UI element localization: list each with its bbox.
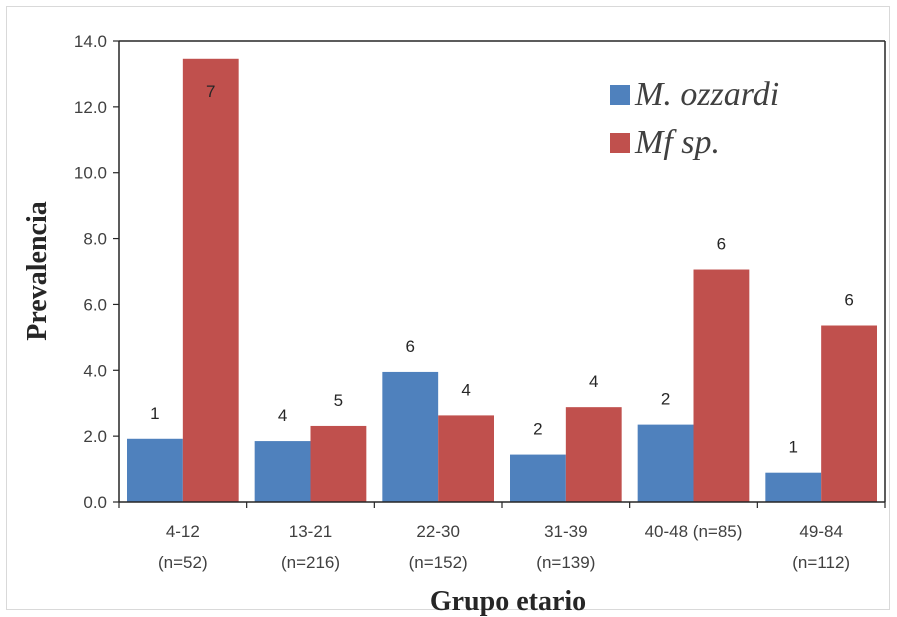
data-label-series1-6: 1 — [789, 438, 798, 457]
data-label-series2-2: 5 — [334, 391, 343, 410]
y-tick-label: 8.0 — [83, 230, 107, 249]
bars-group — [127, 58, 877, 502]
data-label-series2-1: 7 — [206, 82, 215, 101]
x-tick-label-3: 22-30 — [416, 522, 459, 541]
x-tick-label-6: 49-84 — [799, 522, 842, 541]
bar-series2-3 — [438, 415, 494, 502]
data-label-series2-4: 4 — [589, 372, 598, 391]
data-label-series2-3: 4 — [461, 380, 470, 399]
x-tick-label-2: 13-21 — [289, 522, 332, 541]
x-tick-label-6: (n=112) — [792, 553, 850, 572]
x-tick-label-2: (n=216) — [281, 553, 340, 572]
bar-series1-4 — [510, 454, 566, 502]
y-tick-label: 12.0 — [74, 98, 107, 117]
bar-series1-3 — [382, 371, 439, 502]
data-label-series1-4: 2 — [533, 420, 542, 439]
data-label-series1-3: 6 — [406, 337, 415, 356]
bar-series2-4 — [565, 407, 622, 502]
x-tick-label-4: 31-39 — [544, 522, 587, 541]
y-axis-title: Prevalencia — [22, 201, 53, 340]
bar-series2-2 — [310, 425, 367, 502]
data-label-series2-5: 6 — [717, 235, 726, 254]
bar-series1-5 — [637, 424, 694, 502]
data-label-series2-6: 6 — [844, 291, 853, 310]
bar-series2-1 — [182, 58, 239, 502]
x-axis-title: Grupo etario — [430, 586, 586, 617]
x-tick-label-5: 40-48 (n=85) — [645, 522, 743, 541]
legend-swatch-series1 — [610, 85, 630, 105]
y-tick-label: 6.0 — [83, 295, 107, 314]
legend-label-series2: Mf sp. — [634, 124, 720, 161]
x-ticks-group: 4-12 (n=52) 13-21 (n=216) 22-30 (n=152) 31-39 (… — [118, 502, 886, 572]
data-label-series1-5: 2 — [661, 390, 670, 409]
y-tick-label: 2.0 — [83, 427, 107, 446]
legend-swatch-series2 — [610, 133, 630, 153]
bar-series1-2 — [254, 441, 311, 502]
data-label-series1-2: 4 — [278, 406, 287, 425]
data-labels-group: 1 4 6 2 2 1 7 5 4 4 6 6 — [150, 82, 854, 457]
x-tick-label-1: (n=52) — [158, 553, 208, 572]
bar-series1-1 — [127, 438, 183, 502]
x-tick-label-3: (n=152) — [409, 553, 468, 572]
bar-series2-6 — [821, 325, 877, 502]
bar-series1-6 — [765, 472, 822, 502]
y-ticks-group: 0.0 2.0 4.0 6.0 8.0 10.0 12.0 14.0 — [74, 32, 119, 512]
data-label-series1-1: 1 — [150, 404, 159, 423]
x-tick-label-4: (n=139) — [536, 553, 595, 572]
y-tick-label: 14.0 — [74, 32, 107, 51]
y-tick-label: 10.0 — [74, 164, 107, 183]
x-tick-label-1: 4-12 — [166, 522, 200, 541]
legend: M. ozzardi Mf sp. — [610, 76, 779, 161]
y-tick-label: 0.0 — [83, 493, 107, 512]
legend-label-series1: M. ozzardi — [634, 76, 779, 113]
y-tick-label: 4.0 — [83, 361, 107, 380]
bar-series2-5 — [693, 269, 750, 502]
